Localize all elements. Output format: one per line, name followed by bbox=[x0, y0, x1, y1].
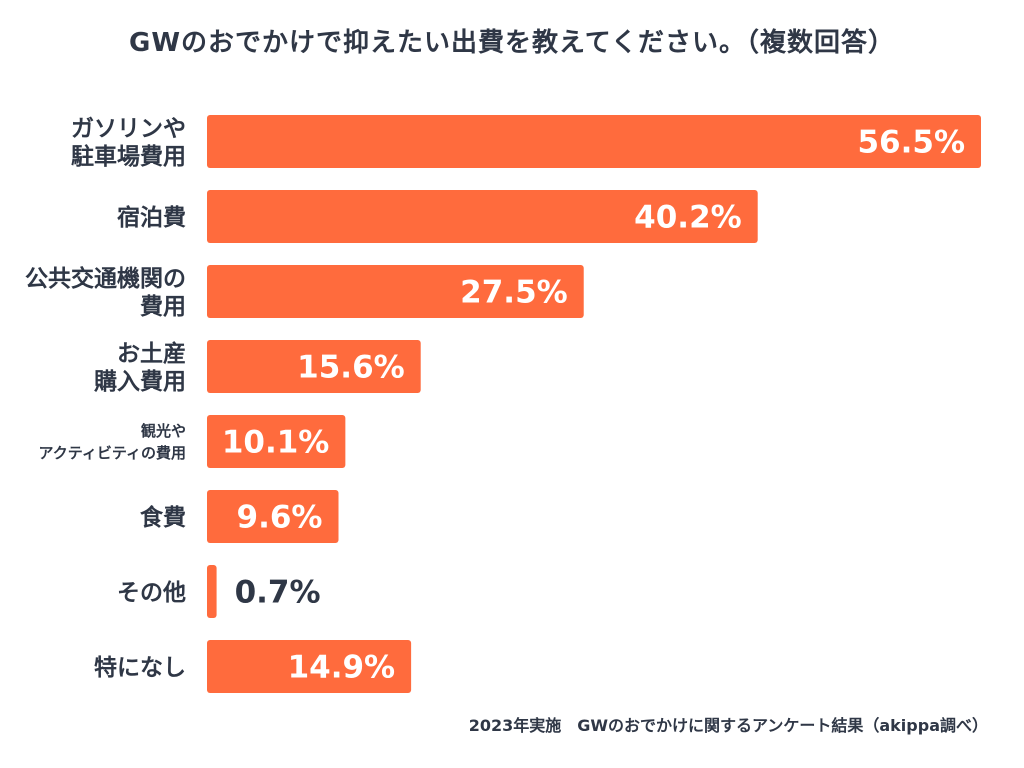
category-label-line: お土産 bbox=[117, 340, 186, 367]
bar-7 bbox=[207, 640, 412, 693]
category-label-3: お土産購入費用 bbox=[94, 340, 186, 395]
bars-layer bbox=[207, 115, 981, 693]
value-label-5: 9.6% bbox=[237, 500, 323, 536]
value-label-4: 10.1% bbox=[222, 425, 330, 461]
category-label-line: 駐車場費用 bbox=[71, 143, 186, 170]
category-label-line: 宿泊費 bbox=[117, 204, 186, 231]
value-label-6: 0.7% bbox=[235, 575, 321, 611]
category-label-line: その他 bbox=[117, 580, 186, 606]
category-label-1: 宿泊費 bbox=[117, 204, 186, 231]
category-labels: ガソリンや駐車場費用宿泊費公共交通機関の費用お土産購入費用観光やアクティビティの… bbox=[25, 116, 186, 681]
category-label-6: その他 bbox=[117, 580, 186, 606]
category-label-2: 公共交通機関の費用 bbox=[25, 265, 186, 320]
value-label-2: 27.5% bbox=[460, 275, 568, 311]
category-label-line: 購入費用 bbox=[94, 369, 186, 395]
category-label-line: 公共交通機関の bbox=[25, 265, 186, 292]
category-label-0: ガソリンや駐車場費用 bbox=[71, 116, 186, 170]
chart-title: GWのおでかけで抑えたい出費を教えてください。（複数回答） bbox=[129, 28, 895, 58]
category-label-5: 食費 bbox=[140, 504, 186, 531]
value-label-7: 14.9% bbox=[288, 650, 396, 686]
category-label-4: 観光やアクティビティの費用 bbox=[39, 422, 186, 462]
category-label-7: 特になし bbox=[94, 655, 186, 681]
category-label-line: 観光や bbox=[141, 422, 186, 440]
category-label-line: アクティビティの費用 bbox=[39, 444, 186, 462]
value-label-0: 56.5% bbox=[857, 125, 965, 161]
bar-1 bbox=[207, 190, 758, 243]
value-label-1: 40.2% bbox=[634, 200, 742, 236]
bar-4 bbox=[207, 415, 346, 468]
bar-6 bbox=[207, 565, 217, 618]
category-label-line: ガソリンや bbox=[71, 116, 186, 142]
value-label-3: 15.6% bbox=[297, 350, 405, 386]
category-label-line: 費用 bbox=[140, 294, 186, 320]
bar-5 bbox=[207, 490, 339, 543]
category-label-line: 食費 bbox=[140, 504, 186, 531]
bar-2 bbox=[207, 265, 584, 318]
value-labels: 56.5% 40.2% 27.5% 15.6% 10.1% 9.6% 0.7% 14.9% bbox=[222, 125, 965, 686]
bar-3 bbox=[207, 340, 421, 393]
category-label-line: 特になし bbox=[94, 655, 186, 681]
bar-0 bbox=[207, 115, 981, 168]
chart-footer: 2023年実施 GWのおでかけに関するアンケート結果（akippa調べ） bbox=[468, 716, 988, 735]
